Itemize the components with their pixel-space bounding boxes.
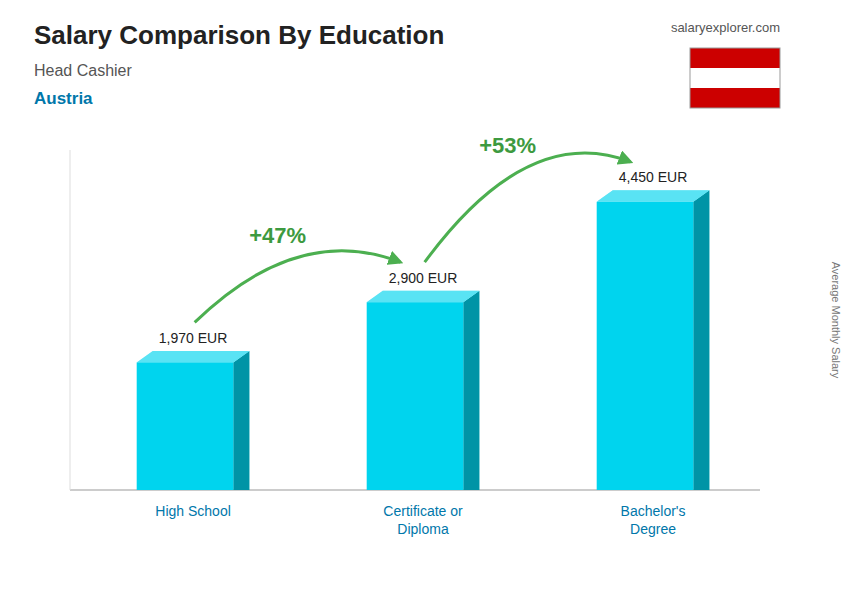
bar-top bbox=[367, 291, 480, 303]
category-label-line: Bachelor's bbox=[621, 503, 686, 519]
bar-top-light bbox=[367, 291, 480, 303]
flag-stripe bbox=[690, 68, 780, 88]
bar-side bbox=[693, 190, 709, 490]
annotation: Austria bbox=[34, 89, 93, 108]
flag-stripe bbox=[690, 48, 780, 68]
chart: Salary Comparison By Education Head Cashi… bbox=[0, 0, 850, 606]
bar-side-shade bbox=[693, 190, 709, 490]
bar bbox=[367, 302, 464, 490]
category-label-line: Degree bbox=[630, 521, 676, 537]
change-arrow bbox=[195, 251, 401, 323]
chart-container: Salary Comparison By Education Head Cashi… bbox=[0, 0, 850, 606]
bar bbox=[597, 202, 694, 490]
subtitle: Head Cashier bbox=[34, 62, 133, 79]
bar bbox=[137, 362, 234, 490]
title: Salary Comparison By Education bbox=[34, 20, 444, 50]
flag-border bbox=[690, 48, 780, 108]
bar-side bbox=[463, 291, 479, 490]
bar-top-light bbox=[597, 190, 710, 202]
bar-group bbox=[597, 190, 710, 490]
category-label: Bachelor's Degree bbox=[621, 503, 686, 537]
flag bbox=[690, 48, 780, 108]
y-range-line bbox=[70, 150, 71, 490]
bar-side bbox=[233, 351, 249, 490]
flag-stripe bbox=[690, 88, 780, 108]
data-label: 1,970 EUR bbox=[159, 330, 227, 346]
bar-top-light bbox=[137, 351, 250, 362]
annotation: salaryexplorer.com bbox=[671, 20, 780, 35]
bar-group bbox=[137, 351, 250, 490]
bar-side-shade bbox=[233, 351, 249, 490]
change-label: +53% bbox=[479, 133, 536, 158]
category-label-line: Diploma bbox=[397, 521, 449, 537]
y-axis-label: Average Monthly Salary bbox=[830, 262, 842, 379]
category-label: Certificate or Diploma bbox=[383, 503, 463, 537]
category-label-line: High School bbox=[155, 503, 231, 519]
data-label: 2,900 EUR bbox=[389, 270, 457, 286]
bar-top bbox=[137, 351, 250, 362]
bar-top bbox=[597, 190, 710, 202]
bar-group bbox=[367, 291, 480, 490]
category-label-line: Certificate or bbox=[383, 503, 463, 519]
bar-side-shade bbox=[463, 291, 479, 490]
bars bbox=[137, 190, 710, 490]
category-label: High School bbox=[155, 503, 231, 519]
change-arrow bbox=[425, 153, 631, 262]
data-label: 4,450 EUR bbox=[619, 169, 687, 185]
change-label: +47% bbox=[249, 223, 306, 248]
